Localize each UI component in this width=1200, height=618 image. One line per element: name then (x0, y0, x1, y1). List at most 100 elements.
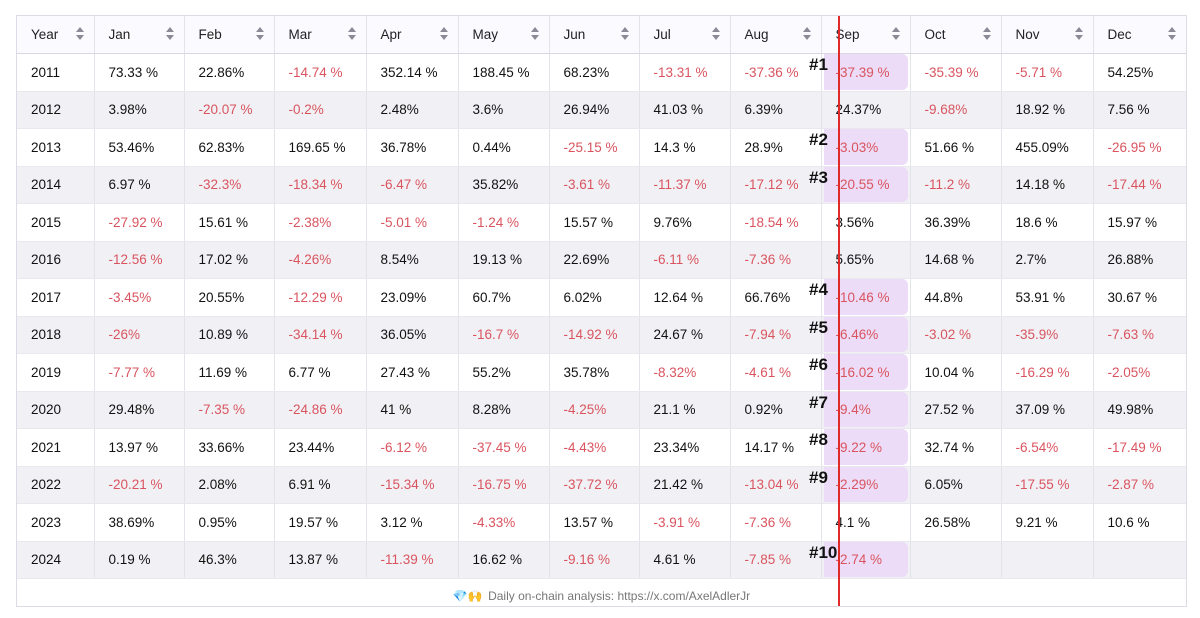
september-divider-line (838, 16, 840, 606)
return-cell-oct: 51.66 % (910, 128, 1002, 167)
sort-icon[interactable] (165, 27, 174, 41)
return-cell-apr: 27.43 % (366, 353, 459, 392)
table-row: 2012 3.98% -20.07 % -0.2% 2.48% 3.6% 26.94% 41.… (17, 91, 1186, 129)
return-value: 46.3% (198, 552, 237, 568)
return-cell-apr: -6.12 % (366, 428, 459, 467)
return-value: 49.98% (1107, 402, 1154, 418)
footer-credit: 💎🙌 Daily on-chain analysis: https://x.co… (17, 589, 1186, 606)
return-value: -20.55 % (835, 177, 890, 193)
sort-icon[interactable] (530, 27, 539, 41)
return-value: 36.39% (924, 214, 971, 230)
return-cell-aug: -13.04 % (730, 466, 822, 504)
rank-label: #2 (809, 130, 828, 149)
column-header-sep[interactable]: Sep (821, 16, 911, 54)
sort-icon[interactable] (1074, 27, 1083, 41)
rank-highlight (823, 466, 908, 502)
return-cell-apr: 2.48% (366, 91, 459, 129)
year-cell: 2012 (17, 91, 95, 129)
column-header-dec[interactable]: Dec (1093, 16, 1186, 54)
return-cell-feb: 20.55% (184, 278, 275, 317)
return-cell-jul: -6.11 % (639, 241, 731, 279)
return-value: -5.01 % (380, 214, 428, 230)
column-header-jul[interactable]: Jul (639, 16, 731, 54)
return-value: 11.69 % (198, 364, 248, 380)
sort-icon[interactable] (982, 27, 991, 41)
return-cell-sep: 3.56% (821, 203, 911, 242)
return-value: 23.34% (653, 439, 700, 455)
return-value: -4.43% (563, 439, 607, 455)
year-cell: 2014 (17, 166, 95, 204)
return-cell-sep: -6.46% (821, 316, 911, 354)
return-cell-jun: -3.61 % (549, 166, 640, 204)
return-cell-sep: -2.29% (821, 466, 911, 504)
return-value: 3.12 % (380, 514, 423, 530)
return-value: -3.61 % (563, 177, 611, 193)
sort-icon[interactable] (255, 27, 264, 41)
return-value: 10.6 % (1107, 514, 1150, 530)
return-value: 18.6 % (1015, 214, 1058, 230)
return-value: 4.61 % (653, 552, 696, 568)
return-value: -5.71 % (1015, 64, 1063, 80)
return-cell-jul: 12.64 % (639, 278, 731, 317)
return-value: 33.66% (198, 439, 245, 455)
column-header-mar[interactable]: Mar (274, 16, 367, 54)
return-cell-feb: 10.89 % (184, 316, 275, 354)
sort-icon[interactable] (439, 27, 448, 41)
year-cell: 2015 (17, 203, 95, 242)
sort-icon[interactable] (75, 27, 84, 41)
return-value: 38.69% (108, 514, 155, 530)
column-header-oct[interactable]: Oct (910, 16, 1002, 54)
return-cell-may: -16.75 % (458, 466, 550, 504)
return-value: 14.17 % (744, 439, 795, 455)
return-cell-sep: 5.65% (821, 241, 911, 279)
return-cell-may: -1.24 % (458, 203, 550, 242)
return-cell-aug: 66.76% (730, 278, 822, 317)
return-value: 66.76% (744, 289, 791, 305)
return-cell-jun: -4.43% (549, 428, 640, 467)
return-value: -32.3% (198, 177, 242, 193)
return-value: -4.26% (288, 252, 332, 268)
sort-icon[interactable] (347, 27, 356, 41)
column-header-jan[interactable]: Jan (94, 16, 185, 54)
column-header-aug[interactable]: Aug (730, 16, 822, 54)
return-value: 21.1 % (653, 402, 696, 418)
column-header-apr[interactable]: Apr (366, 16, 459, 54)
rank-label: #3 (809, 167, 828, 187)
year-cell: 2018 (17, 316, 95, 354)
column-header-feb[interactable]: Feb (184, 16, 275, 54)
table-row: 2023 38.69% 0.95% 19.57 % 3.12 % -4.33% 13.57 … (17, 503, 1186, 542)
rank-label: #9 (809, 467, 828, 487)
return-value: -6.46% (835, 327, 879, 343)
return-cell-jun: -14.92 % (549, 316, 640, 354)
column-header-jun[interactable]: Jun (549, 16, 640, 54)
return-cell-may: 188.45 % (458, 53, 550, 92)
sort-icon[interactable] (620, 27, 629, 41)
return-value: 54.25% (1107, 64, 1154, 80)
return-value: -9.16 % (563, 552, 611, 568)
rank-highlight (823, 54, 908, 90)
column-header-may[interactable]: May (458, 16, 550, 54)
column-header-year[interactable]: Year (17, 16, 95, 54)
sort-icon[interactable] (1168, 27, 1176, 41)
return-cell-nov (1001, 541, 1094, 579)
return-cell-jan: 53.46% (94, 128, 185, 167)
return-cell-jan: 0.19 % (94, 541, 185, 579)
return-cell-nov: 53.91 % (1001, 278, 1094, 317)
return-value: 9.21 % (1015, 514, 1058, 530)
sort-icon[interactable] (891, 27, 900, 41)
return-value: -15.34 % (380, 477, 435, 493)
return-cell-aug: 6.39% (730, 91, 822, 129)
return-cell-dec (1093, 541, 1186, 579)
return-value: -2.29% (835, 477, 879, 493)
sort-icon[interactable] (711, 27, 720, 41)
return-value: -7.36 % (744, 514, 792, 530)
return-value: -25.15 % (563, 139, 618, 155)
column-label-may: May (472, 27, 499, 42)
column-header-nov[interactable]: Nov (1001, 16, 1094, 54)
return-value: 0.92% (744, 402, 783, 418)
return-cell-jun: -4.25% (549, 391, 640, 429)
return-value: -3.45% (108, 289, 152, 305)
return-value: 10.04 % (924, 364, 975, 380)
sort-icon[interactable] (802, 27, 811, 41)
return-value: 20.55% (198, 289, 245, 305)
